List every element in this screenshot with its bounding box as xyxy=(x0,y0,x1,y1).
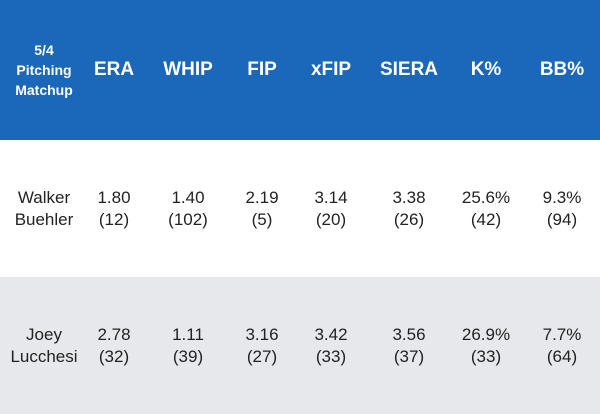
column-header-era: ERA xyxy=(93,59,135,80)
table-row: Joey Lucchesi 2.78 (32) 1.11 (39) 3.16 (… xyxy=(0,277,600,414)
stat-rank: (42) xyxy=(470,209,502,229)
pitcher-last-name: Buehler xyxy=(14,209,74,229)
pitcher-last-name: Lucchesi xyxy=(10,346,78,366)
column-header-whip: WHIP xyxy=(163,59,213,80)
stat-cell-era: 2.78 (32) xyxy=(88,324,140,368)
stat-rank: (102) xyxy=(168,209,208,229)
stat-value: 1.40 xyxy=(171,187,205,207)
column-header-siera: SIERA xyxy=(379,59,439,80)
stat-value: 3.16 xyxy=(245,324,279,344)
stat-rank: (94) xyxy=(546,209,578,229)
stat-rank: (26) xyxy=(393,209,425,229)
matchup-date: 5/4 xyxy=(34,42,54,58)
stat-cell-bb-pct: 9.3% (94) xyxy=(524,187,600,231)
column-header-fip: FIP xyxy=(247,59,277,80)
column-header-k-pct: K% xyxy=(470,59,502,80)
stat-rank: (27) xyxy=(246,346,278,366)
column-header-bb-pct: BB% xyxy=(539,59,585,80)
stat-cell-fip: 2.19 (5) xyxy=(232,187,292,231)
stat-rank: (33) xyxy=(470,346,502,366)
pitcher-name: Joey Lucchesi xyxy=(0,324,88,368)
matchup-header-cell: 5/4 Pitching Matchup xyxy=(0,40,88,100)
stat-value: 26.9% xyxy=(461,324,511,344)
stat-cell-siera: 3.56 (37) xyxy=(370,324,448,368)
stat-cell-fip: 3.16 (27) xyxy=(232,324,292,368)
stat-rank: (12) xyxy=(98,209,130,229)
stat-cell-bb-pct: 7.7% (64) xyxy=(524,324,600,368)
pitcher-first-name: Joey xyxy=(26,324,62,344)
stat-value: 1.11 xyxy=(172,324,204,344)
pitcher-name: Walker Buehler xyxy=(0,187,88,231)
table-row: Walker Buehler 1.80 (12) 1.40 (102) 2.19… xyxy=(0,140,600,277)
matchup-label-line-2: Matchup xyxy=(15,82,73,98)
stat-value: 3.56 xyxy=(392,324,426,344)
pitcher-first-name: Walker xyxy=(17,187,71,207)
stat-rank: (64) xyxy=(546,346,578,366)
stat-value: 2.19 xyxy=(245,187,279,207)
stat-cell-siera: 3.38 (26) xyxy=(370,187,448,231)
stat-cell-k-pct: 25.6% (42) xyxy=(448,187,524,231)
stat-cell-k-pct: 26.9% (33) xyxy=(448,324,524,368)
stat-rank: (32) xyxy=(98,346,130,366)
stat-value: 3.42 xyxy=(314,324,348,344)
stat-value: 1.80 xyxy=(97,187,131,207)
stat-rank: (33) xyxy=(315,346,347,366)
matchup-label-line-1: Pitching xyxy=(16,62,72,78)
stat-value: 7.7% xyxy=(542,324,582,344)
stat-value: 3.14 xyxy=(314,187,348,207)
stat-value: 25.6% xyxy=(461,187,511,207)
stat-cell-whip: 1.40 (102) xyxy=(148,187,228,231)
stat-value: 9.3% xyxy=(542,187,582,207)
stat-cell-era: 1.80 (12) xyxy=(88,187,140,231)
stat-rank: (5) xyxy=(251,209,273,229)
stat-rank: (37) xyxy=(393,346,425,366)
stat-value: 3.38 xyxy=(392,187,426,207)
column-header-xfip: xFIP xyxy=(310,59,352,80)
stat-value: 2.78 xyxy=(97,324,131,344)
table-header-row: 5/4 Pitching Matchup ERA WHIP FIP xFIP S… xyxy=(0,0,600,140)
stat-cell-whip: 1.11 (39) xyxy=(148,324,228,368)
stat-rank: (20) xyxy=(315,209,347,229)
stat-rank: (39) xyxy=(172,346,204,366)
stat-cell-xfip: 3.42 (33) xyxy=(298,324,364,368)
stat-cell-xfip: 3.14 (20) xyxy=(298,187,364,231)
